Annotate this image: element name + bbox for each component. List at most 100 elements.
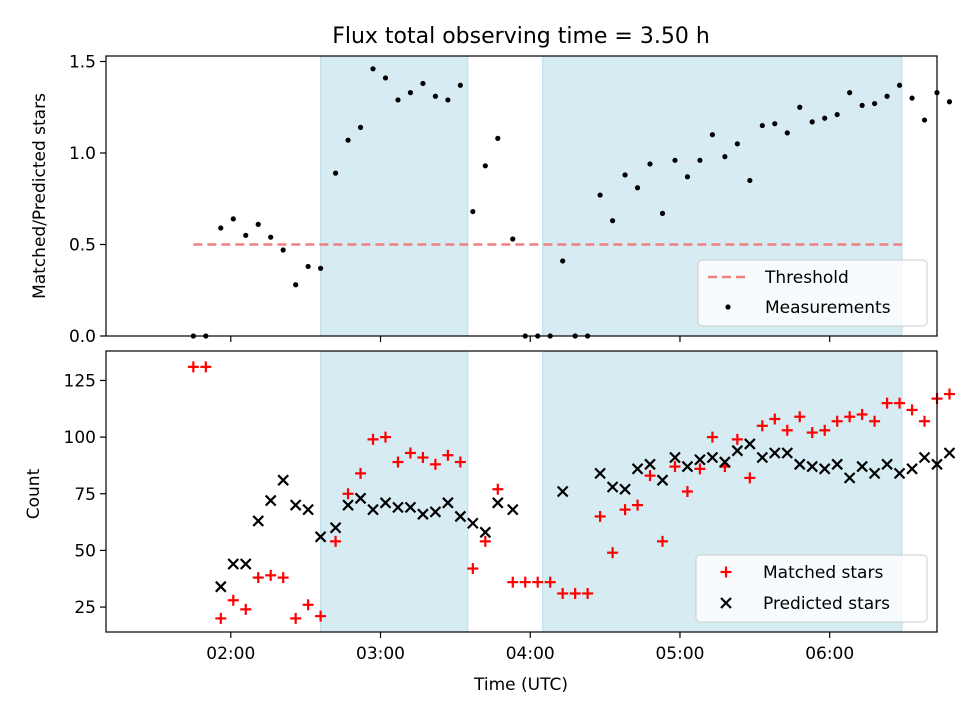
matched-star-point [392, 456, 404, 468]
cross-b [417, 508, 429, 520]
cross-b [264, 494, 277, 507]
measurement-point [268, 234, 274, 240]
measurement-point [797, 104, 803, 110]
cross-b [856, 460, 868, 473]
matched-star-point [819, 424, 831, 436]
predicted-star-point [881, 458, 893, 471]
measurement-point [457, 82, 463, 88]
cross-b [289, 499, 302, 511]
cross-b [556, 485, 569, 498]
matched-star-point [379, 431, 391, 443]
cross-b [392, 501, 404, 514]
predicted-star-point [556, 485, 569, 498]
matched-star-point [479, 535, 491, 547]
cross-b [342, 499, 354, 511]
measurement-point [445, 97, 451, 103]
predicted-star-point [329, 521, 342, 534]
matched-star-point [302, 599, 314, 611]
matched-star-point [919, 415, 931, 427]
predicted-star-point [681, 460, 694, 473]
predicted-star-point [467, 517, 479, 530]
predicted-star-point [289, 499, 302, 511]
predicted-star-point [906, 463, 918, 475]
measurement-point [647, 161, 653, 167]
predicted-star-point [843, 472, 856, 484]
matched-star-point [492, 483, 504, 495]
measurement-point [293, 282, 299, 288]
measurement-point [357, 124, 364, 130]
predicted-star-point [769, 447, 781, 459]
x-tick-label: 03:00 [356, 644, 405, 664]
cross-b [769, 447, 781, 459]
matched-star-point [227, 594, 239, 606]
measurement-point [370, 66, 376, 72]
predicted-stars-points [215, 438, 956, 593]
cross-b [793, 458, 806, 471]
measurement-point [809, 119, 815, 125]
measurement-point [318, 265, 324, 271]
matched-star-point [806, 427, 818, 439]
cross-b [594, 467, 606, 480]
matched-star-point [277, 572, 289, 584]
predicted-star-point [781, 447, 794, 459]
predicted-star-point [731, 444, 744, 457]
cross-b [731, 444, 744, 457]
matched-star-point [869, 415, 881, 427]
predicted-star-point [277, 474, 289, 486]
measurement-point [921, 117, 928, 123]
measurement-point [747, 177, 753, 184]
measurement-point [255, 221, 261, 227]
predicted-star-point [706, 451, 719, 464]
matched-star-point [404, 447, 416, 459]
cross-b [429, 506, 442, 518]
matched-star-point [215, 612, 227, 624]
cross-b [215, 580, 227, 593]
cross-b [818, 463, 831, 475]
matched-star-point [240, 603, 252, 615]
matched-star-point [756, 420, 768, 432]
matched-star-point [342, 488, 354, 500]
measurements-legend-swatch [725, 304, 731, 310]
bottom-legend-box [695, 554, 928, 623]
cross-b [454, 510, 467, 523]
cross-b [329, 521, 342, 534]
cross-b [744, 438, 756, 450]
cross-b [606, 481, 619, 493]
top-legend: Threshold Measurements [697, 259, 928, 327]
measurement-point [784, 130, 790, 136]
predicted-legend-label: Predicted stars [763, 594, 890, 614]
cross-b [893, 467, 906, 480]
predicted-legend-marker [720, 597, 732, 609]
cross-b [492, 497, 504, 509]
x-tick-label: 02:00 [206, 644, 255, 664]
measurement-point [407, 90, 414, 96]
predicted-star-point [619, 483, 631, 496]
cross-b [843, 472, 856, 484]
measurement-point [634, 185, 641, 191]
measurement-point [345, 137, 351, 143]
matched-legend-label: Matched stars [763, 563, 883, 583]
measurement-point [847, 90, 853, 96]
measurement-point [722, 154, 728, 160]
matched-star-point [454, 456, 466, 468]
cross-b [694, 453, 706, 466]
cross-b [906, 463, 918, 475]
y-tick-label: 1.0 [69, 144, 96, 164]
predicted-star-point [367, 503, 379, 516]
predicted-star-point [868, 467, 881, 480]
matched-star-point [187, 361, 199, 373]
matched-star-point [607, 547, 619, 559]
predicted-star-point [454, 510, 467, 523]
measurement-point [280, 247, 286, 253]
cross-b [681, 460, 694, 473]
cross-b [467, 517, 479, 530]
matched-star-point [656, 535, 668, 547]
measurement-point [622, 172, 628, 178]
predicted-star-point [264, 494, 277, 507]
predicted-star-point [379, 497, 392, 509]
cross-b [868, 467, 881, 480]
predicted-star-point [239, 558, 252, 570]
predicted-star-point [506, 503, 519, 516]
matched-star-point [632, 499, 644, 511]
cross-b [506, 503, 519, 516]
